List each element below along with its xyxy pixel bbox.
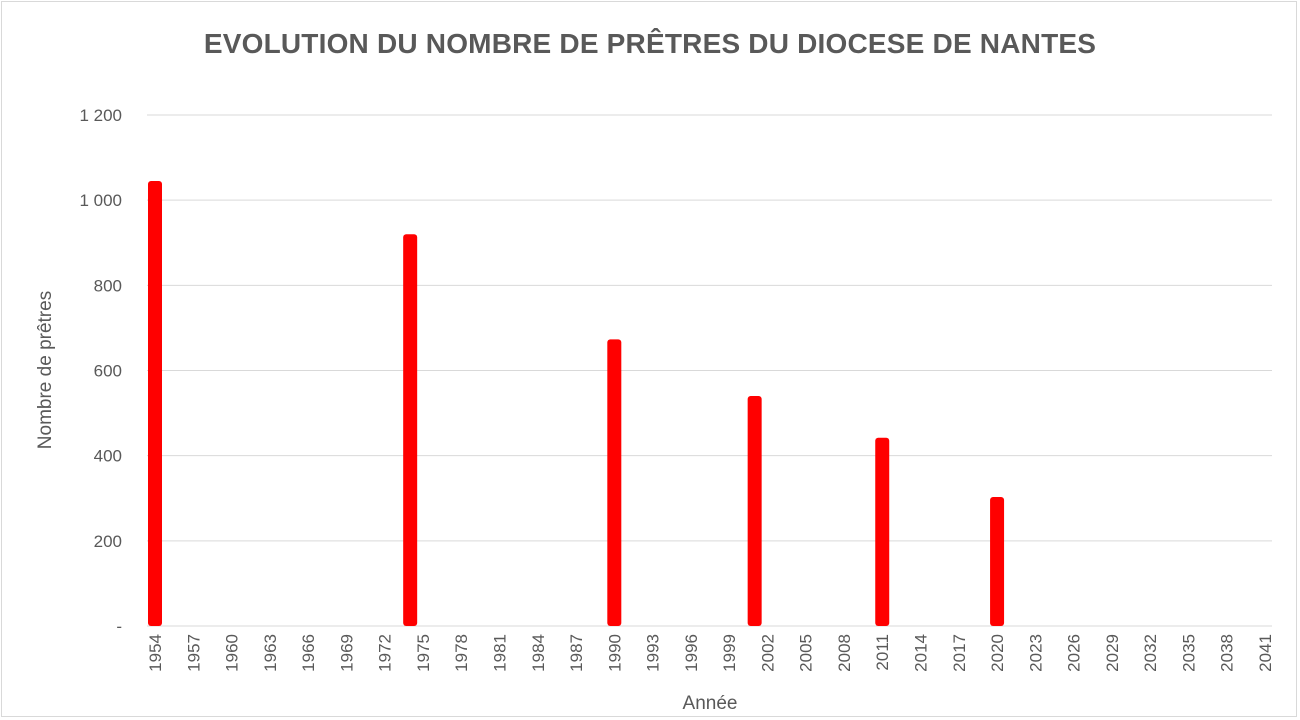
x-tick-label: 1996 [682,634,701,672]
bar-1974 [403,234,418,626]
y-tick-label: 1 000 [79,191,122,210]
x-tick-label: 2017 [950,634,969,672]
x-tick-label: 2035 [1179,634,1198,672]
y-tick-label: - [116,617,122,636]
bar-2020 [990,496,1005,626]
bar-2001 [747,396,762,626]
x-tick-labels: 1954 1957 1960 1963 1966 1969 1972 1975 1978 1981… [146,634,1275,672]
gridlines [147,114,1272,627]
x-tick-label: 1984 [529,634,548,672]
x-tick-label: 2020 [988,634,1007,672]
x-tick-label: 1963 [261,634,280,672]
bar-2011 [875,437,890,626]
x-tick-label: 1954 [146,634,165,672]
bars [148,181,1005,627]
y-axis-label: Nombre de prêtres [35,291,56,449]
x-tick-label: 1990 [605,634,624,672]
x-tick-label: 1981 [490,634,509,672]
x-tick-label: 1987 [567,634,586,672]
x-tick-label: 1972 [376,634,395,672]
x-tick-label: 1957 [184,634,203,672]
y-tick-label: 600 [94,362,122,381]
y-tick-labels: - 200 400 600 800 1 000 1 200 [79,106,122,636]
y-tick-label: 800 [94,276,122,295]
x-tick-label: 1978 [452,634,471,672]
x-tick-label: 2011 [873,634,892,671]
bar-1954 [148,181,162,627]
y-tick-label: 200 [94,532,122,551]
x-axis-label: Année [683,693,738,714]
x-tick-label: 1969 [337,634,356,672]
x-tick-label: 2008 [835,634,854,672]
x-tick-label: 1993 [644,634,663,672]
x-tick-label: 2041 [1256,634,1275,672]
x-tick-label: 1960 [223,634,242,672]
x-tick-label: 1999 [720,634,739,672]
x-tick-label: 2038 [1218,634,1237,672]
x-tick-label: 1966 [299,634,318,672]
x-tick-label: 2032 [1141,634,1160,672]
x-tick-label: 2029 [1103,634,1122,672]
x-tick-label: 2005 [797,634,816,672]
x-tick-label: 2002 [758,634,777,672]
y-tick-label: 400 [94,447,122,466]
x-tick-label: 2023 [1026,634,1045,672]
chart-title: EVOLUTION DU NOMBRE DE PRÊTRES DU DIOCES… [203,28,1097,59]
bar-1990 [607,339,622,626]
x-tick-label: 2026 [1065,634,1084,672]
x-tick-label: 1975 [414,634,433,672]
x-tick-label: 2014 [912,634,931,672]
y-tick-label: 1 200 [79,106,122,125]
